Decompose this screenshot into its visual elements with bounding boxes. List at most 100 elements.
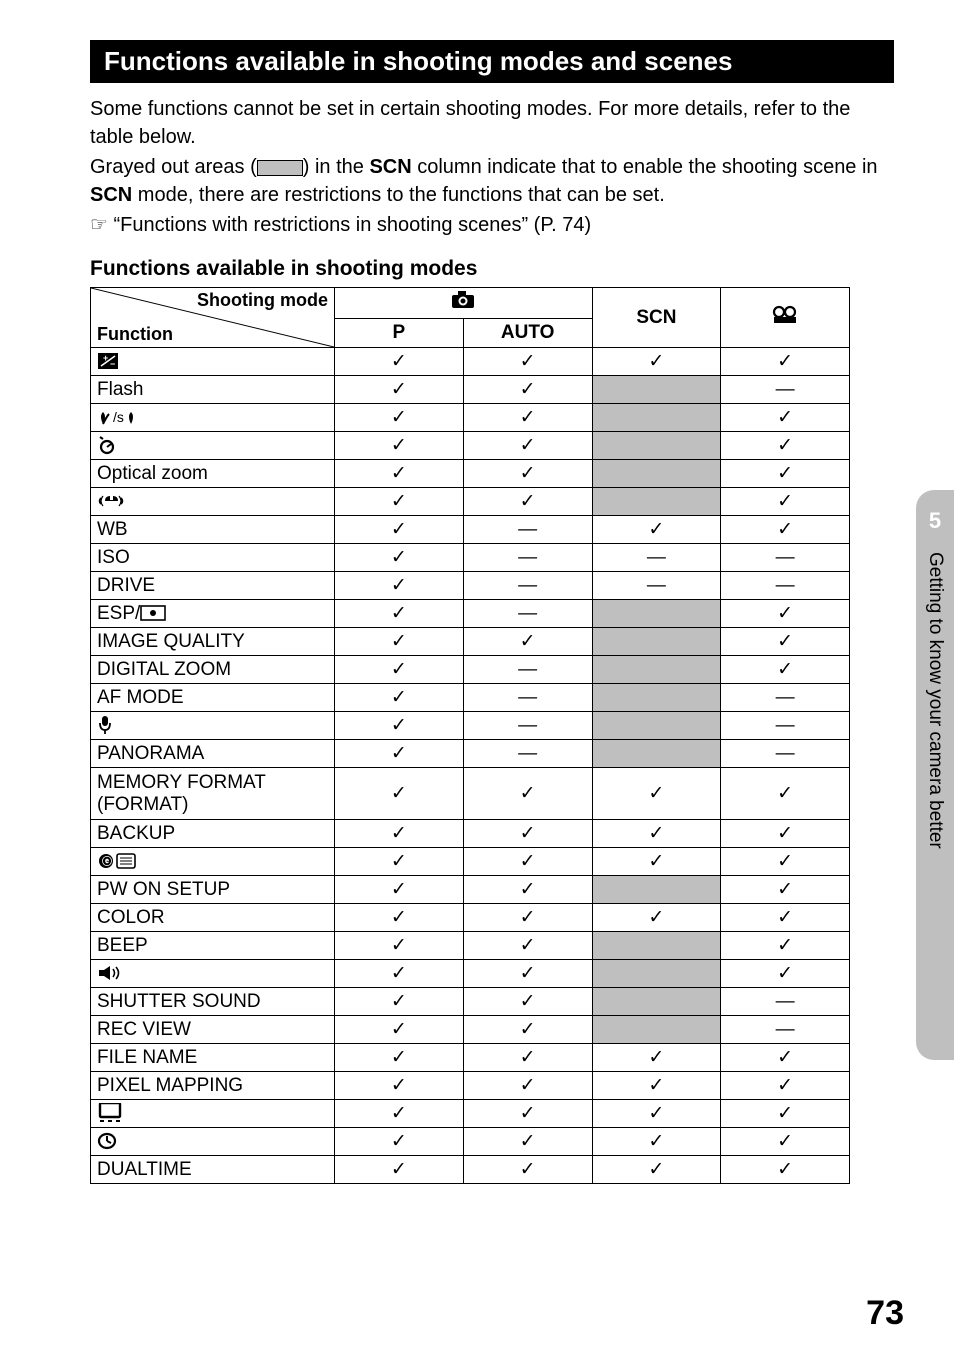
cell-auto: — [463,684,592,712]
cell-movie: ✓ [721,600,850,628]
cell-auto: ✓ [463,820,592,848]
fn-label: COLOR [91,904,335,932]
cell-p: ✓ [335,1044,464,1072]
cell-scn [592,628,721,656]
cell-auto: ✓ [463,460,592,488]
fn-label [91,432,335,460]
mic-icon [97,715,113,736]
cell-p: ✓ [335,544,464,572]
cell-scn [592,376,721,404]
cell-auto: — [463,740,592,768]
cell-movie: ✓ [721,516,850,544]
fn-label: WB [91,516,335,544]
fn-label: BACKUP [91,820,335,848]
table-row: PIXEL MAPPING✓✓✓✓ [91,1072,850,1100]
cell-auto: ✓ [463,988,592,1016]
cell-movie: ✓ [721,904,850,932]
cell-auto: — [463,656,592,684]
intro-ref: ☞ “Functions with restrictions in shooti… [90,211,894,239]
fn-label [91,712,335,740]
cell-movie: ✓ [721,432,850,460]
cell-movie: — [721,684,850,712]
table-row: DIGITAL ZOOM✓—✓ [91,656,850,684]
gray-swatch-icon [257,160,303,176]
cell-movie: — [721,544,850,572]
cell-scn: ✓ [592,1100,721,1128]
table-row: Optical zoom✓✓✓ [91,460,850,488]
fn-label [91,1128,335,1156]
cell-p: ✓ [335,876,464,904]
table-row: ✓✓✓ [91,432,850,460]
header-row: Shooting mode Function SCN [91,288,850,319]
cell-p: ✓ [335,960,464,988]
table-row: WB✓—✓✓ [91,516,850,544]
table-row: ✓—— [91,712,850,740]
table-row: ISO✓——— [91,544,850,572]
table-row: MEMORY FORMAT (FORMAT)✓✓✓✓ [91,768,850,820]
exposure-comp-icon: +− [97,351,119,372]
table-row: +−✓✓✓✓ [91,348,850,376]
fn-label: PANORAMA [91,740,335,768]
table-row: /s✓✓✓ [91,404,850,432]
fn-label: ⓔ [91,848,335,876]
fn-label: +− [91,348,335,376]
cell-p: ✓ [335,988,464,1016]
cell-auto: ✓ [463,1100,592,1128]
cell-scn [592,960,721,988]
cell-auto: ✓ [463,348,592,376]
cell-auto: ✓ [463,1044,592,1072]
table-row: ✓✓✓✓ [91,1100,850,1128]
cell-movie: — [721,572,850,600]
table-row: ✓✓✓✓ [91,1128,850,1156]
cell-movie: — [721,988,850,1016]
diagonal-header: Shooting mode Function [91,288,335,348]
table-row: ✓✓✓ [91,488,850,516]
cell-auto: ✓ [463,960,592,988]
table-row: SHUTTER SOUND✓✓— [91,988,850,1016]
cell-movie: ✓ [721,1156,850,1184]
intro-text: Some functions cannot be set in certain … [90,95,894,239]
cell-scn [592,656,721,684]
col-p: P [335,318,464,347]
cell-movie: ✓ [721,1044,850,1072]
cell-movie: ✓ [721,820,850,848]
cell-movie: ✓ [721,848,850,876]
cell-scn: ✓ [592,1044,721,1072]
scn-header: SCN [592,288,721,348]
fn-label: ESP/ [91,600,335,628]
camera-icon [450,290,476,310]
cell-movie: ✓ [721,1072,850,1100]
cell-p: ✓ [335,848,464,876]
cell-auto: ✓ [463,1156,592,1184]
cell-scn [592,740,721,768]
cell-p: ✓ [335,628,464,656]
cell-p: ✓ [335,684,464,712]
cell-scn [592,432,721,460]
cell-scn [592,404,721,432]
cell-movie: ✓ [721,628,850,656]
cell-p: ✓ [335,740,464,768]
svg-text:−: − [110,359,115,369]
timer-icon [97,435,117,456]
fn-label: PW ON SETUP [91,876,335,904]
cell-auto: ✓ [463,432,592,460]
cell-movie: ✓ [721,876,850,904]
fn-label: FILE NAME [91,1044,335,1072]
cell-movie: ✓ [721,488,850,516]
stabilize-icon [97,491,125,512]
cell-auto: — [463,600,592,628]
side-tab: 5 Getting to know your camera better [916,490,954,1060]
cell-auto: ✓ [463,932,592,960]
table-row: ESP/✓—✓ [91,600,850,628]
cell-movie: — [721,1016,850,1044]
table-row: Flash✓✓— [91,376,850,404]
cell-p: ✓ [335,904,464,932]
fn-label: IMAGE QUALITY [91,628,335,656]
fn-label [91,488,335,516]
header-shooting-mode: Shooting mode [197,290,328,311]
cell-p: ✓ [335,1072,464,1100]
cell-p: ✓ [335,1128,464,1156]
cell-scn [592,600,721,628]
camera-icon-header [335,288,593,319]
fn-label: DUALTIME [91,1156,335,1184]
